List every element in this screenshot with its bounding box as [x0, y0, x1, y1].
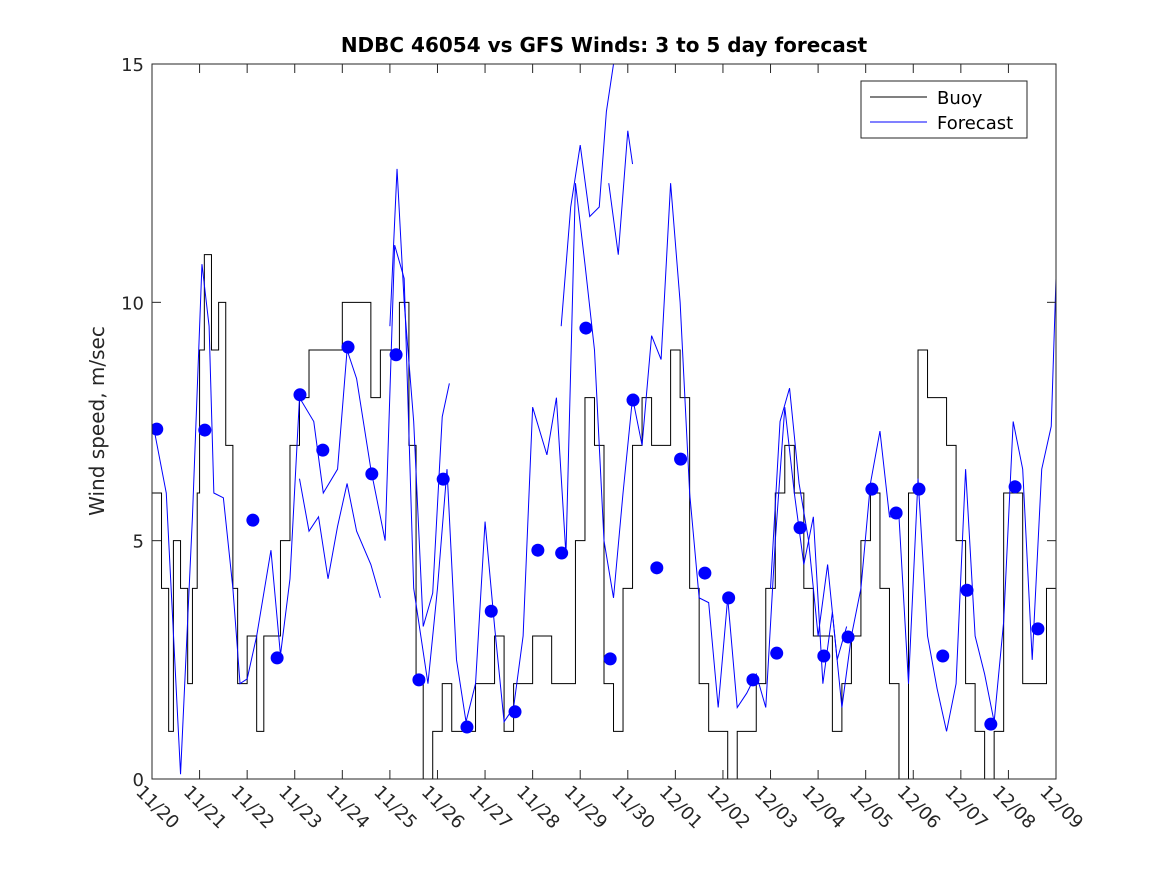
x-tick-label: 12/01: [655, 782, 707, 834]
forecast-marker: [603, 652, 617, 666]
legend-box: [860, 80, 1028, 139]
forecast-marker: [841, 630, 855, 644]
y-tick-label: 15: [121, 55, 144, 76]
forecast-marker: [865, 482, 879, 496]
forecast-marker: [412, 673, 426, 687]
x-tick-label: 12/03: [750, 782, 802, 834]
forecast-marker: [316, 443, 330, 457]
forecast-marker: [889, 506, 903, 520]
x-tick-label: 11/30: [607, 782, 659, 834]
forecast-line-2: [299, 478, 381, 599]
forecast-marker: [436, 472, 450, 486]
x-tick-label: 11/29: [560, 782, 612, 834]
forecast-line-4: [560, 64, 615, 327]
forecast-marker: [960, 583, 974, 597]
forecast-marker: [936, 649, 950, 663]
forecast-marker: [389, 348, 403, 362]
y-tick-label: 10: [121, 293, 144, 314]
forecast-marker: [650, 561, 664, 575]
forecast-marker: [1008, 480, 1022, 494]
forecast-marker: [817, 649, 831, 663]
x-tick-label: 11/21: [179, 782, 231, 834]
legend-forecast-label: Forecast: [937, 113, 1013, 134]
x-tick-label: 12/07: [940, 782, 992, 834]
forecast-marker: [626, 393, 640, 407]
y-tick-label: 0: [133, 770, 144, 791]
forecast-marker: [152, 422, 164, 436]
x-tick-label: 12/06: [893, 782, 945, 834]
forecast-marker: [770, 646, 784, 660]
x-tick-label: 12/05: [845, 782, 897, 834]
x-tick-label: 11/28: [512, 782, 564, 834]
forecast-marker: [341, 340, 355, 354]
series-group: [152, 64, 1056, 779]
buoy-line: [152, 254, 1056, 779]
forecast-marker: [246, 513, 260, 527]
x-tick-label: 12/08: [988, 782, 1040, 834]
x-tick-label: 12/04: [798, 782, 850, 834]
forecast-marker: [912, 482, 926, 496]
x-tick-label: 11/23: [274, 782, 326, 834]
legend: Buoy Forecast: [860, 80, 1028, 139]
forecast-marker: [984, 717, 998, 731]
forecast-marker: [270, 651, 284, 665]
axes-box: [151, 63, 1057, 780]
forecast-marker: [508, 705, 522, 719]
forecast-marker: [293, 388, 307, 402]
forecast-marker: [531, 543, 545, 557]
x-tick-label: 11/24: [322, 782, 374, 834]
x-tick-label: 12/09: [1035, 782, 1087, 834]
forecast-marker: [198, 423, 212, 437]
forecast-marker: [1031, 622, 1045, 636]
x-tick-label: 11/25: [369, 782, 421, 834]
forecast-line-1: [153, 183, 1056, 775]
forecast-marker: [722, 591, 736, 605]
forecast-line-5: [608, 130, 634, 255]
forecast-marker: [746, 673, 760, 687]
y-axis-label: Wind speed, m/sec: [85, 326, 109, 516]
forecast-line-3: [389, 168, 450, 627]
forecast-marker: [484, 604, 498, 618]
plot-area: 11/2011/2111/2211/2311/2411/2511/2611/27…: [121, 55, 1087, 833]
forecast-marker: [365, 467, 379, 481]
forecast-marker: [698, 566, 712, 580]
chart-title: NDBC 46054 vs GFS Winds: 3 to 5 day fore…: [341, 33, 868, 57]
y-tick-label: 5: [133, 532, 144, 553]
legend-buoy-label: Buoy: [937, 88, 983, 109]
forecast-marker: [460, 720, 474, 734]
x-tick-label: 11/26: [417, 782, 469, 834]
forecast-marker: [793, 521, 807, 535]
forecast-marker: [555, 546, 569, 560]
forecast-marker: [579, 321, 593, 335]
x-tick-label: 11/27: [465, 782, 517, 834]
x-tick-label: 12/02: [702, 782, 754, 834]
forecast-line-6: [770, 387, 848, 660]
forecast-marker: [674, 452, 688, 466]
x-tick-label: 11/22: [227, 782, 279, 834]
